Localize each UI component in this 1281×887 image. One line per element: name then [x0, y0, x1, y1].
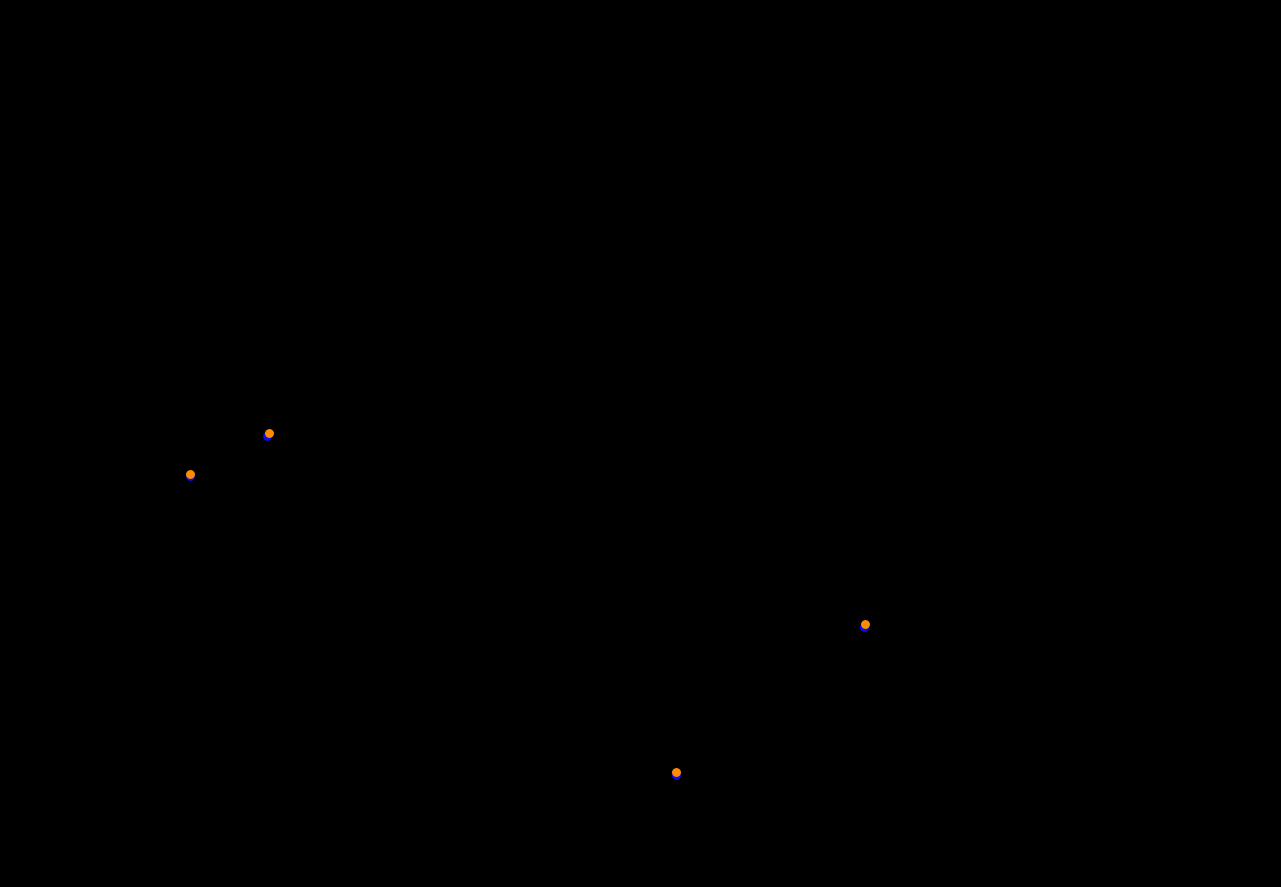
orange-point — [186, 470, 195, 479]
orange-point — [264, 428, 274, 438]
orange-point — [671, 767, 681, 777]
orange-point — [860, 619, 870, 629]
